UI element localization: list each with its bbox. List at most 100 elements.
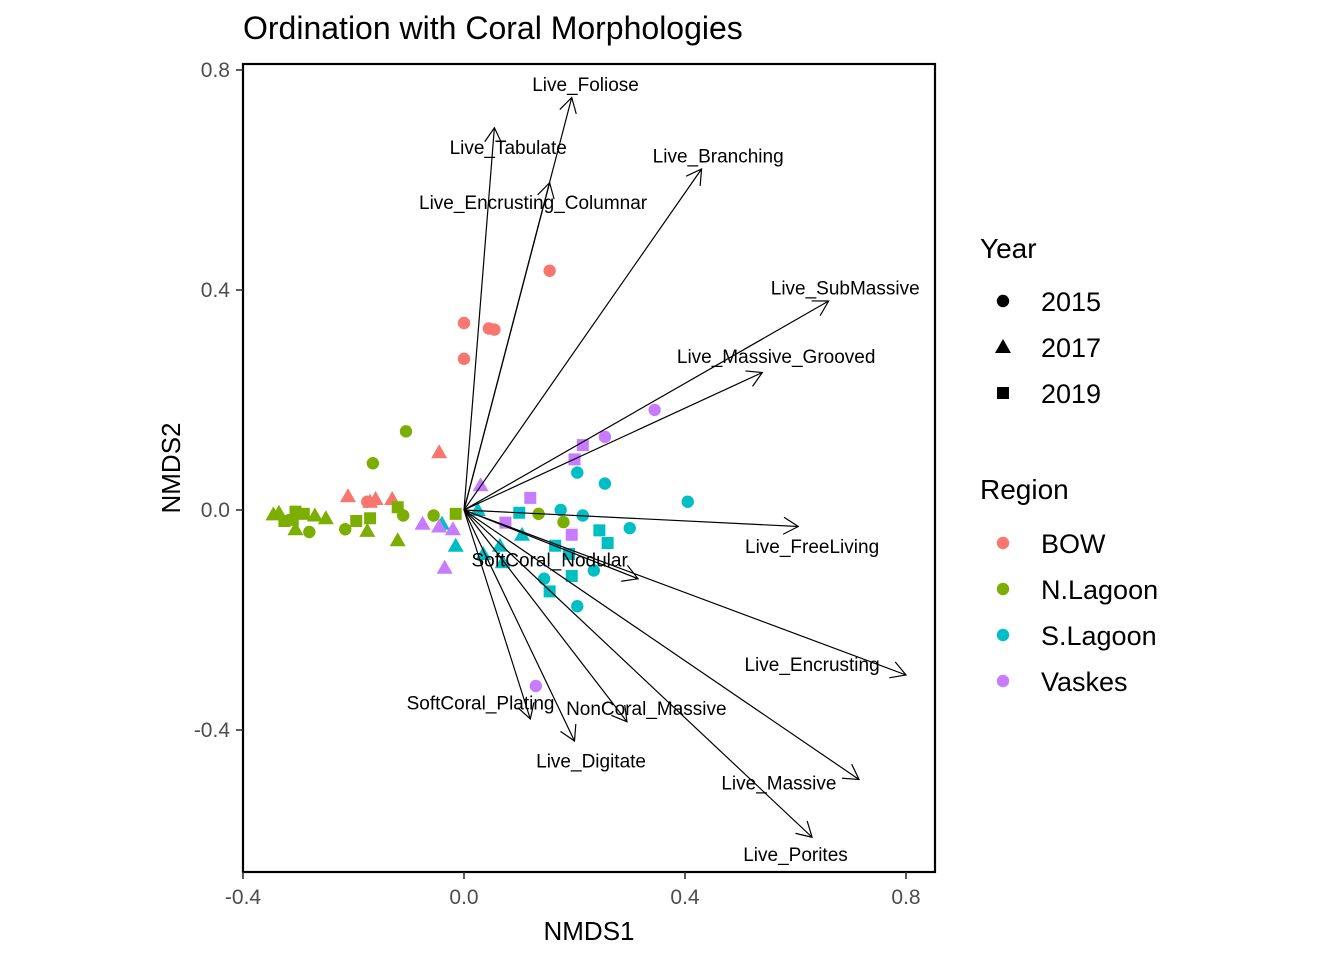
vector-label-live-freeliving: Live_FreeLiving [745,537,879,558]
legend-region-n-lagoon: N.Lagoon [1041,575,1158,605]
vector-arrowhead-live-massive-grooved [745,370,764,387]
data-point-s-lagoon-2019 [565,570,578,582]
vector-noncoral-massive: NonCoral_Massive [463,509,727,723]
vector-line-live-freeliving [463,509,799,528]
vector-live-freeliving: Live_FreeLiving [463,509,879,558]
y-tick-label: -0.4 [194,719,231,742]
data-point-n-lagoon-2015 [303,525,316,539]
legend-year-title: Year [980,233,1037,264]
vector-live-massive-grooved: Live_Massive_Grooved [463,347,876,511]
legend-key-bow [996,536,1010,550]
data-point-n-lagoon-2017 [270,504,287,519]
data-point-n-lagoon-2019 [391,501,404,514]
data-point-n-lagoon-2019 [350,515,363,527]
data-point-n-lagoon-2015 [427,509,440,522]
legend-key-circle [996,294,1010,308]
data-point-s-lagoon-2015 [571,466,584,479]
vector-label-live-submassive: Live_SubMassive [771,278,920,299]
legend-year-2017: 2017 [1041,333,1101,363]
data-point-s-lagoon-2019 [562,548,575,560]
data-point-n-lagoon-2017 [287,521,304,536]
x-tick-label: 0.8 [891,886,920,909]
x-tick-label: 0.4 [670,886,700,909]
y-axis-title: NMDS2 [156,422,186,513]
data-point-s-lagoon-2015 [587,564,601,577]
data-point-vaskes-2015 [648,403,661,417]
y-tick-label: 0.4 [201,279,231,302]
data-point-n-lagoon-2019 [297,507,310,520]
vector-arrowhead-live-porites [795,820,813,839]
legend-year-2019: 2019 [1041,379,1101,409]
data-point-vaskes-2017 [414,515,431,530]
y-tick-label: 0.0 [201,499,230,522]
legend-key-vaskes [996,674,1010,688]
legend-region-s-lagoon: S.Lagoon [1041,621,1157,651]
legend-region-title: Region [980,474,1069,505]
vector-arrowhead-live-branching [685,168,703,186]
legend-key-square [997,387,1009,399]
vector-arrowhead-live-digitate [560,724,577,743]
vector-arrowhead-live-encrusting-columnar [537,181,555,200]
vector-label-live-tabulate: Live_Tabulate [450,138,567,159]
x-tick-label: 0.0 [449,886,478,909]
data-point-n-lagoon-2015 [557,515,570,529]
legend-region-vaskes: Vaskes [1041,667,1128,697]
data-point-n-lagoon-2015 [366,457,380,470]
vector-arrowhead-live-submassive [811,300,830,316]
data-point-vaskes-2017 [444,521,461,536]
vectors-layer: Live_Foliose Live_Tabulate Live_Encrusting… [407,75,920,866]
vector-arrowhead-live-freeliving [782,516,800,535]
vector-arrowhead-live-tabulate [484,126,503,144]
vector-label-live-branching: Live_Branching [653,146,784,167]
data-point-vaskes-2017 [472,477,489,492]
vector-line-live-encrusting [463,509,907,676]
vector-label-live-massive: Live_Massive [721,773,836,794]
vector-arrowhead-live-massive [842,763,861,781]
data-point-n-lagoon-2017 [306,507,323,522]
data-point-s-lagoon-2015 [623,521,636,535]
data-point-vaskes-2015 [529,679,543,693]
plot-panel-border [241,62,937,874]
vector-label-live-massive-grooved: Live_Massive_Grooved [677,347,876,368]
vector-line-live-digitate [463,509,576,742]
data-point-s-lagoon-2017 [469,502,486,516]
data-point-bow-2015 [457,316,471,330]
data-point-bow-2017 [431,444,448,459]
y-tick-label: 0.8 [201,59,230,82]
legend-key-s-lagoon [996,628,1010,642]
x-axis-title: NMDS1 [543,916,634,946]
data-point-s-lagoon-2017 [447,537,464,552]
data-point-vaskes-2019 [524,491,537,504]
vector-label-softcoral-nodular: SoftCoral_Nodular [471,551,628,572]
legend-key-n-lagoon [996,582,1010,596]
vector-line-live-encrusting-columnar [463,182,551,511]
vector-live-encrusting: Live_Encrusting [463,509,908,679]
vector-label-live-foliose: Live_Foliose [532,75,639,96]
vector-label-noncoral-massive: NonCoral_Massive [566,699,727,720]
vector-live-porites: Live_Porites [463,509,848,866]
data-point-n-lagoon-2017 [317,510,334,525]
vector-live-submassive: Live_SubMassive [463,278,920,511]
legend-year-2015: 2015 [1041,287,1101,317]
axes-layer: -0.4 0.0 0.4 0.8 -0.4 0.0 0.4 0.8 [194,59,921,909]
data-point-bow-2015 [488,323,501,336]
x-tick-label: -0.4 [225,886,262,909]
data-point-n-lagoon-2017 [389,532,406,547]
vector-arrowhead-softcoral-plating [517,702,535,721]
vector-label-softcoral-plating: SoftCoral_Plating [407,694,555,715]
vector-line-live-massive-grooved [463,371,763,511]
vector-arrowhead-softcoral-nodular [621,565,640,582]
data-point-n-lagoon-2017 [359,522,376,537]
data-point-vaskes-2019 [565,528,578,541]
data-point-bow-2015 [457,352,471,365]
vector-line-live-branching [463,168,703,511]
vector-line-live-porites [463,509,813,838]
vector-live-encrusting-columnar: Live_Encrusting_Columnar [419,181,648,511]
data-point-vaskes-2017 [431,518,448,533]
legend-region-bow: BOW [1041,529,1106,559]
vector-line-softcoral-plating [463,509,531,720]
data-point-s-lagoon-2015 [598,477,612,490]
data-point-s-lagoon-2015 [681,495,694,508]
